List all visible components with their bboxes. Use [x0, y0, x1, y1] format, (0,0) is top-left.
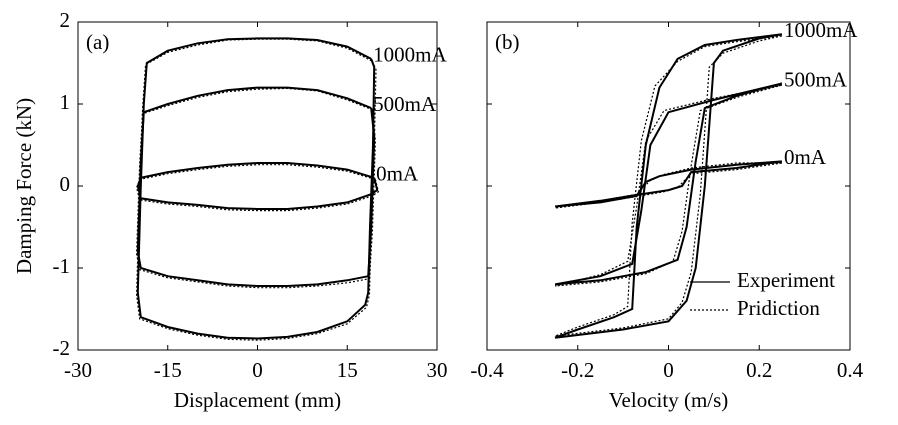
x-tick-label: -30	[64, 358, 92, 382]
hysteresis-loop	[555, 162, 782, 209]
hysteresis-loop	[136, 162, 379, 210]
hysteresis-loop	[136, 37, 376, 340]
y-tick-label: -1	[53, 254, 71, 278]
y-tick-label: 1	[60, 90, 71, 114]
hysteresis-loop	[135, 87, 377, 289]
x-tick-label: 30	[427, 358, 448, 382]
y-axis-label: Damping Force (kN)	[12, 98, 36, 274]
curve-label: 500mA	[373, 92, 437, 116]
y-tick-label: 2	[60, 8, 71, 32]
x-tick-label: -15	[154, 358, 182, 382]
curve-label: 0mA	[376, 162, 419, 186]
hysteresis-loop	[135, 38, 377, 341]
hysteresis-loop	[554, 82, 783, 286]
hysteresis-loop	[135, 164, 380, 212]
legend-label: Pridiction	[737, 296, 820, 320]
curve-label: 1000mA	[373, 43, 447, 67]
curve-label: 500mA	[784, 67, 848, 91]
curve-label: 1000mA	[784, 18, 858, 42]
hysteresis-loop	[136, 86, 376, 287]
panel-label: (a)	[86, 30, 109, 54]
plot-frame	[77, 21, 438, 351]
hysteresis-loop	[554, 33, 783, 339]
x-tick-label: 0	[663, 358, 674, 382]
y-tick-label: -2	[53, 336, 71, 360]
x-tick-label: 0	[252, 358, 263, 382]
x-tick-label: 0.2	[746, 358, 772, 382]
x-axis-label: Displacement (mm)	[174, 388, 341, 412]
legend-label: Experiment	[737, 268, 835, 292]
hysteresis-loop	[554, 160, 783, 208]
x-tick-label: 0.4	[837, 358, 864, 382]
x-axis-label: Velocity (m/s)	[609, 388, 729, 412]
curve-label: 0mA	[784, 145, 827, 169]
y-tick-label: 0	[60, 172, 71, 196]
x-tick-label: -0.2	[561, 358, 594, 382]
x-tick-label: 15	[337, 358, 358, 382]
panel-label: (b)	[495, 30, 520, 54]
x-tick-label: -0.4	[470, 358, 504, 382]
hysteresis-loop	[554, 84, 783, 287]
